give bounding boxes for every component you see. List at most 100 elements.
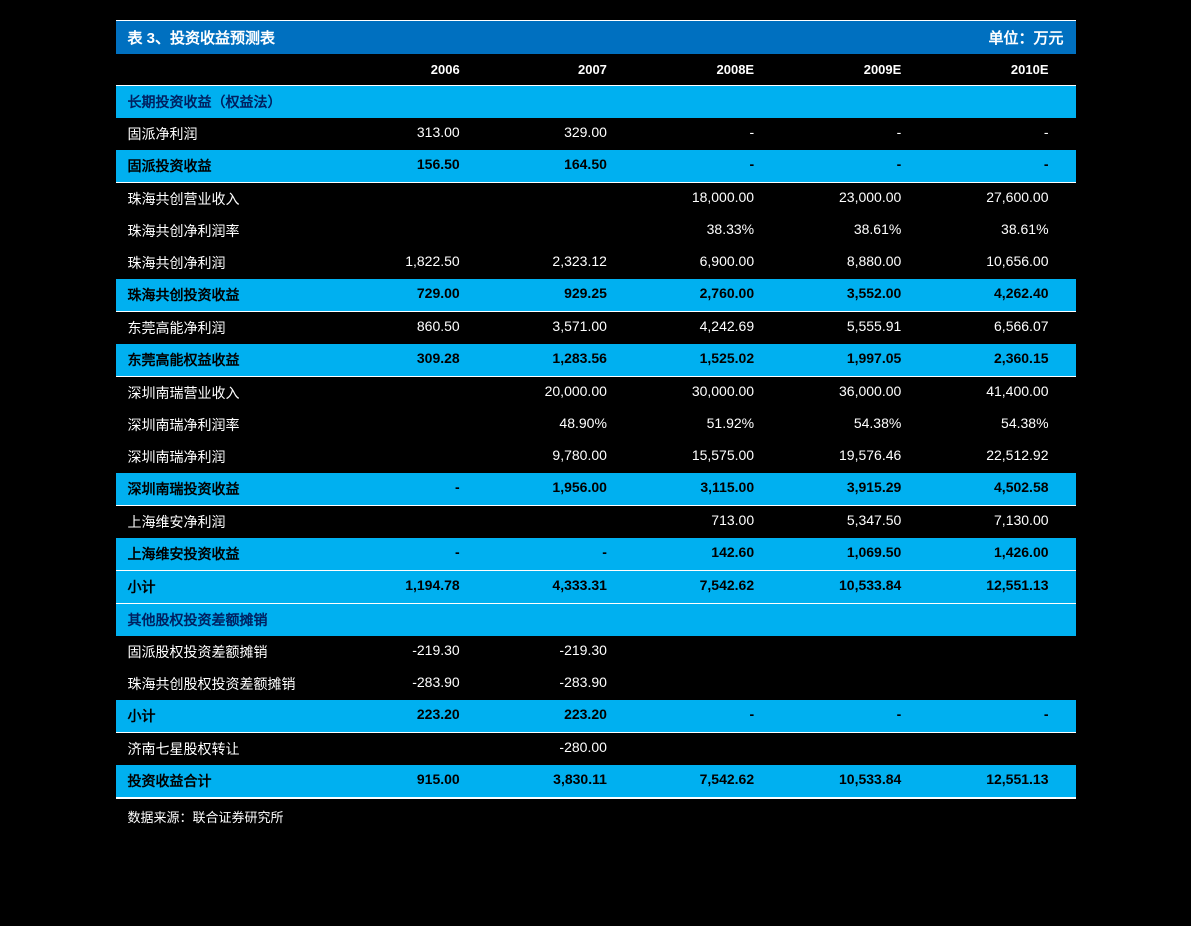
cell: 1,956.00	[475, 479, 622, 499]
cell: 38.33%	[622, 221, 769, 241]
table-row: 东莞高能净利润 860.50 3,571.00 4,242.69 5,555.9…	[116, 312, 1076, 344]
cell: 1,822.50	[328, 253, 475, 273]
row-label: 深圳南瑞净利润率	[128, 415, 328, 435]
cell: 22,512.92	[916, 447, 1063, 467]
cell	[475, 189, 622, 209]
row-label: 东莞高能权益收益	[128, 350, 328, 370]
cell: 1,997.05	[769, 350, 916, 370]
cell	[328, 447, 475, 467]
cell: 3,571.00	[475, 318, 622, 338]
cell: 23,000.00	[769, 189, 916, 209]
cell: -	[622, 156, 769, 176]
row-label: 固派股权投资差额摊销	[128, 642, 328, 662]
cell: 38.61%	[916, 221, 1063, 241]
data-source: 数据来源：联合证券研究所	[116, 798, 1076, 834]
header-2009e: 2009E	[769, 62, 916, 77]
cell: 6,566.07	[916, 318, 1063, 338]
cell	[328, 221, 475, 241]
cell	[769, 674, 916, 694]
cell: -	[622, 124, 769, 144]
cell: -	[916, 156, 1063, 176]
cell: 729.00	[328, 285, 475, 305]
row-label: 东莞高能净利润	[128, 318, 328, 338]
cell: 5,555.91	[769, 318, 916, 338]
cell: 2,760.00	[622, 285, 769, 305]
cell: 915.00	[328, 771, 475, 791]
cell: 5,347.50	[769, 512, 916, 532]
cell: 860.50	[328, 318, 475, 338]
cell: 2,323.12	[475, 253, 622, 273]
cell: 3,830.11	[475, 771, 622, 791]
table-row: 上海维安净利润 713.00 5,347.50 7,130.00	[116, 506, 1076, 538]
cell: -	[916, 124, 1063, 144]
cell	[916, 642, 1063, 662]
cell: 156.50	[328, 156, 475, 176]
cell: 10,533.84	[769, 771, 916, 791]
section-header-2: 其他股权投资差额摊销	[116, 604, 1076, 636]
header-2010e: 2010E	[916, 62, 1063, 77]
cell: 7,130.00	[916, 512, 1063, 532]
cell	[769, 642, 916, 662]
row-label: 投资收益合计	[128, 771, 328, 791]
cell: 6,900.00	[622, 253, 769, 273]
cell: 54.38%	[916, 415, 1063, 435]
cell: 1,283.56	[475, 350, 622, 370]
table-row: 深圳南瑞净利润率 48.90% 51.92% 54.38% 54.38%	[116, 409, 1076, 441]
cell	[328, 512, 475, 532]
table-row: 东莞高能权益收益 309.28 1,283.56 1,525.02 1,997.…	[116, 344, 1076, 377]
cell: 713.00	[622, 512, 769, 532]
cell: 3,915.29	[769, 479, 916, 499]
cell: 329.00	[475, 124, 622, 144]
cell: 3,552.00	[769, 285, 916, 305]
cell	[475, 221, 622, 241]
header-2006: 2006	[328, 62, 475, 77]
row-label: 小计	[128, 577, 328, 597]
table-row: 固派投资收益 156.50 164.50 - - -	[116, 150, 1076, 183]
cell: 4,262.40	[916, 285, 1063, 305]
table-row-subtotal: 小计 223.20 223.20 - - -	[116, 700, 1076, 733]
table-row: 珠海共创投资收益 729.00 929.25 2,760.00 3,552.00…	[116, 279, 1076, 312]
cell: -219.30	[475, 642, 622, 662]
cell: -	[622, 706, 769, 726]
cell	[328, 739, 475, 759]
cell: 3,115.00	[622, 479, 769, 499]
cell: 10,533.84	[769, 577, 916, 597]
cell: 4,333.31	[475, 577, 622, 597]
cell: 1,069.50	[769, 544, 916, 564]
cell: -	[916, 706, 1063, 726]
table-row: 深圳南瑞营业收入 20,000.00 30,000.00 36,000.00 4…	[116, 377, 1076, 409]
table-unit: 单位：万元	[988, 27, 1063, 48]
cell: -	[328, 479, 475, 499]
cell: 4,242.69	[622, 318, 769, 338]
row-label: 小计	[128, 706, 328, 726]
row-label: 深圳南瑞净利润	[128, 447, 328, 467]
cell	[769, 739, 916, 759]
cell: 2,360.15	[916, 350, 1063, 370]
cell: 41,400.00	[916, 383, 1063, 403]
row-label: 珠海共创净利润	[128, 253, 328, 273]
cell: 19,576.46	[769, 447, 916, 467]
table-row: 深圳南瑞净利润 9,780.00 15,575.00 19,576.46 22,…	[116, 441, 1076, 473]
table-row: 珠海共创营业收入 18,000.00 23,000.00 27,600.00	[116, 183, 1076, 215]
cell	[622, 674, 769, 694]
table-row: 深圳南瑞投资收益 - 1,956.00 3,115.00 3,915.29 4,…	[116, 473, 1076, 506]
header-blank	[128, 62, 328, 77]
section-header-1: 长期投资收益（权益法）	[116, 86, 1076, 118]
row-label: 固派投资收益	[128, 156, 328, 176]
table-title-row: 表 3、投资收益预测表 单位：万元	[116, 20, 1076, 54]
cell	[622, 642, 769, 662]
row-label: 济南七星股权转让	[128, 739, 328, 759]
cell: 223.20	[475, 706, 622, 726]
cell: 10,656.00	[916, 253, 1063, 273]
row-label: 珠海共创营业收入	[128, 189, 328, 209]
cell: 30,000.00	[622, 383, 769, 403]
table-title: 表 3、投资收益预测表	[128, 27, 276, 48]
cell: 54.38%	[769, 415, 916, 435]
cell: 1,525.02	[622, 350, 769, 370]
cell: -	[328, 544, 475, 564]
row-label: 珠海共创净利润率	[128, 221, 328, 241]
table-row: 珠海共创股权投资差额摊销 -283.90 -283.90	[116, 668, 1076, 700]
table-row-subtotal: 小计 1,194.78 4,333.31 7,542.62 10,533.84 …	[116, 571, 1076, 604]
table-row: 上海维安投资收益 - - 142.60 1,069.50 1,426.00	[116, 538, 1076, 571]
cell: -280.00	[475, 739, 622, 759]
